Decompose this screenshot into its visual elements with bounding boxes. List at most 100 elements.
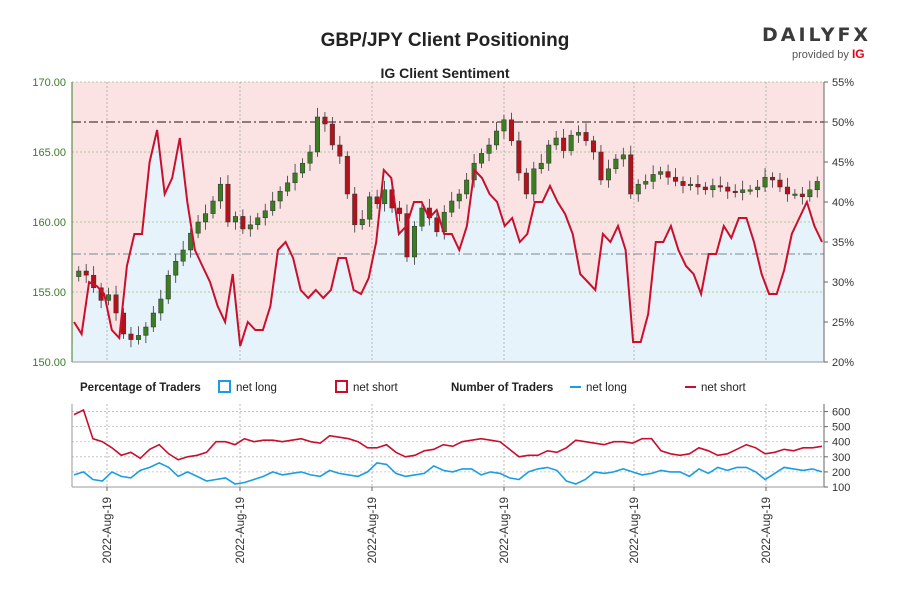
candle-body <box>494 130 500 146</box>
candle-body <box>665 171 671 178</box>
candle-body <box>628 154 634 195</box>
candle-body <box>240 216 246 230</box>
candle-body <box>337 144 343 157</box>
candle-body <box>814 181 820 191</box>
sub-y-tick-label: 200 <box>832 467 850 479</box>
candle-body <box>702 186 708 191</box>
candle-body <box>523 172 529 195</box>
y-right-tick-label: 20% <box>832 357 854 369</box>
candle-body <box>165 274 171 300</box>
x-tick-label: 2022-Aug-19 <box>761 497 773 564</box>
candle-body <box>374 196 380 205</box>
candle-body <box>359 218 365 226</box>
x-tick-label: 2022-Aug-19 <box>102 497 114 564</box>
candle-body <box>538 162 544 170</box>
candle-body <box>76 270 82 277</box>
chart-subtitle: IG Client Sentiment <box>380 65 509 81</box>
net-long-count-line <box>73 462 823 485</box>
x-tick-label: 2022-Aug-19 <box>235 497 247 564</box>
candle-body <box>762 176 768 188</box>
legend: Percentage of Traders net long net short… <box>80 380 747 394</box>
candle-body <box>598 151 604 181</box>
candle-body <box>732 190 738 193</box>
logo-sub-brand: IG <box>851 47 865 61</box>
candle-body <box>158 298 164 314</box>
candle-body <box>501 119 507 132</box>
legend-pct-long-swatch <box>218 380 231 393</box>
y-left-tick-label: 170.00 <box>32 77 66 89</box>
candle-body <box>658 171 664 175</box>
candle-body <box>277 190 283 202</box>
legend-num-long-label: net long <box>586 382 627 394</box>
candle-body <box>106 294 112 301</box>
y-right-tick-label: 55% <box>832 77 854 89</box>
y-right-tick-label: 30% <box>832 277 854 289</box>
candle-body <box>799 193 805 198</box>
candle-body <box>404 213 410 258</box>
candle-body <box>344 155 350 195</box>
candle-body <box>784 186 790 195</box>
main-chart: 150.00 155.00 160.00 165.00 170.00 20% 25% 30% 3… <box>32 77 854 369</box>
candle-body <box>180 249 186 262</box>
sub-y-tick-label: 100 <box>832 482 850 494</box>
y-right-tick-label: 40% <box>832 197 854 209</box>
legend-num-short-label: net short <box>701 382 747 394</box>
net-long-area <box>72 130 824 362</box>
candle-body <box>307 151 313 164</box>
candle-body <box>687 183 693 186</box>
y-left-tick-label: 165.00 <box>32 147 66 159</box>
candle-body <box>643 181 649 185</box>
net-short-count-line <box>73 408 823 461</box>
candle-body <box>710 185 716 191</box>
legend-number-title: Number of Traders <box>451 382 553 394</box>
logo-text: DAILYFX <box>762 24 872 46</box>
candle-body <box>314 116 320 153</box>
candle-body <box>225 183 231 223</box>
candle-body <box>195 221 201 234</box>
y-right-tick-label: 45% <box>832 157 854 169</box>
legend-pct-short-label: net short <box>353 382 399 394</box>
candle-body <box>546 144 552 164</box>
candle-body <box>568 134 574 151</box>
candle-body <box>576 132 582 136</box>
candle-body <box>449 200 455 213</box>
logo-sub-prefix: provided by <box>792 49 849 61</box>
candle-body <box>300 162 306 174</box>
y-left-tick-label: 150.00 <box>32 357 66 369</box>
candle-body <box>83 270 89 276</box>
net-long-percentage-line <box>73 129 823 347</box>
candle-body <box>635 183 641 195</box>
sub-chart: 100 200 300 400 500 600 2022-Aug-19 2022-Aug-19… <box>71 404 850 564</box>
candle-body <box>755 186 761 191</box>
candle-body <box>91 274 97 289</box>
sub-y-tick-label: 400 <box>832 437 850 449</box>
y-right-tick-label: 25% <box>832 317 854 329</box>
candle-body <box>613 158 619 170</box>
candle-body <box>210 200 216 214</box>
x-tick-label: 2022-Aug-19 <box>629 497 641 564</box>
candle-body <box>150 312 156 328</box>
candle-body <box>680 181 686 186</box>
logo-subtitle: provided by IG <box>792 47 865 61</box>
candle-body <box>113 294 119 314</box>
candle-body <box>531 168 537 195</box>
candle-body <box>247 224 253 230</box>
candle-body <box>292 172 298 184</box>
candle-body <box>770 176 776 181</box>
candle-body <box>508 119 514 142</box>
x-tick-label: 2022-Aug-19 <box>367 497 379 564</box>
chart-title: GBP/JPY Client Positioning <box>321 30 570 51</box>
y-left-tick-label: 155.00 <box>32 287 66 299</box>
candle-body <box>807 189 813 198</box>
candle-body <box>262 210 268 219</box>
candle-body <box>717 185 723 188</box>
candle-body <box>143 326 149 336</box>
candle-body <box>135 335 141 340</box>
candle-body <box>777 179 783 188</box>
candle-body <box>725 186 731 192</box>
candle-body <box>464 179 470 195</box>
candle-body <box>419 207 425 227</box>
sub-y-tick-label: 600 <box>832 407 850 419</box>
candle-body <box>650 174 656 182</box>
